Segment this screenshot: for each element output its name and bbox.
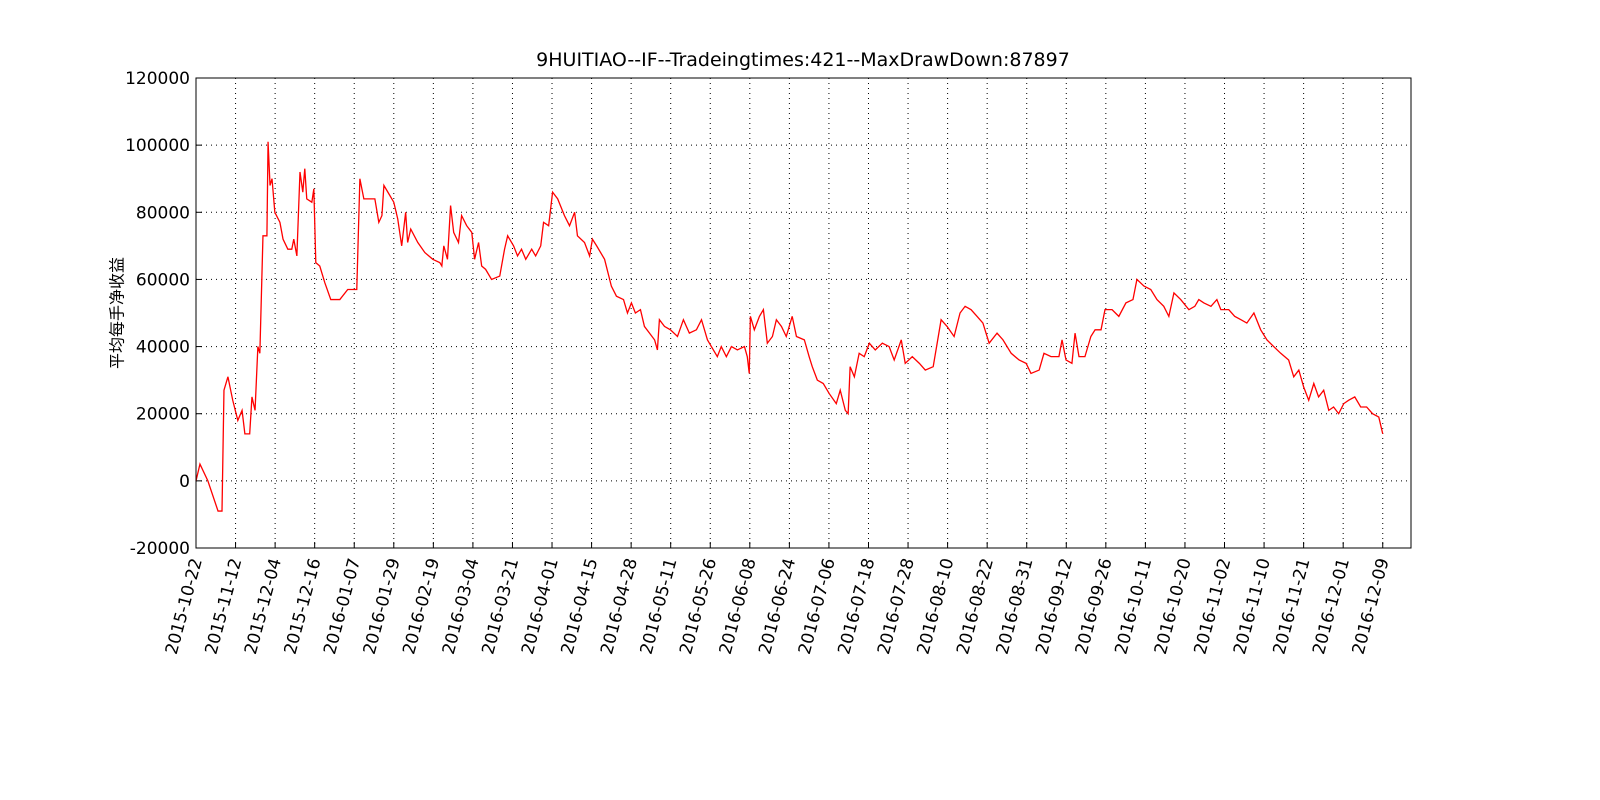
y-tick-label: -20000 [130, 539, 190, 559]
x-tick-label: 2016-06-24 [755, 556, 800, 657]
x-tick-label: 2016-07-18 [834, 556, 879, 657]
data-line [195, 141, 1384, 512]
x-tick-label: 2015-12-16 [281, 556, 326, 657]
x-tick-label: 2015-11-12 [201, 556, 246, 657]
y-tick-label: 0 [179, 472, 190, 492]
x-tick-label: 2015-12-04 [241, 556, 286, 657]
y-tick-label: 80000 [136, 203, 190, 223]
x-tick-label: 2016-10-20 [1151, 556, 1196, 657]
x-tick-label: 2016-06-08 [716, 556, 761, 657]
x-tick-label: 2016-10-11 [1111, 556, 1156, 657]
x-tick-label: 2016-04-15 [558, 556, 603, 657]
x-tick-label: 2016-09-12 [1032, 556, 1077, 657]
x-tick-label: 2016-08-31 [993, 556, 1038, 657]
x-tick-label: 2016-07-28 [874, 556, 919, 657]
x-tick-label: 2016-12-09 [1349, 556, 1394, 657]
y-axis-label: 平均每手净收益 [108, 257, 127, 369]
x-tick-label: 2016-07-06 [795, 556, 840, 657]
x-tick-label: 2016-12-01 [1309, 556, 1354, 657]
x-tick-label: 2015-10-22 [162, 556, 207, 657]
y-tick-label: 120000 [125, 69, 190, 89]
x-tick-label: 2016-03-21 [478, 556, 523, 657]
x-tick-label: 2016-05-26 [676, 556, 721, 657]
x-tick-label: 2016-11-02 [1190, 556, 1235, 657]
x-tick-label: 2016-01-07 [320, 556, 365, 657]
x-tick-label: 2016-11-10 [1230, 556, 1275, 657]
x-tick-label: 2016-04-01 [518, 556, 563, 657]
x-tick-label: 2016-08-22 [953, 556, 998, 657]
x-tick-label: 2016-05-11 [637, 556, 682, 657]
x-tick-label: 2016-02-19 [399, 556, 444, 657]
x-tick-label: 2016-09-26 [1072, 556, 1117, 657]
plot-frame [195, 77, 1412, 549]
x-tick-label: 2016-01-29 [360, 556, 405, 657]
x-tick-label: 2016-04-28 [597, 556, 642, 657]
x-tick-label: 2016-03-04 [439, 556, 484, 657]
x-tick-label: 2016-11-21 [1270, 556, 1315, 657]
y-tick-label: 60000 [136, 270, 190, 290]
x-tick-label: 2016-08-10 [914, 556, 959, 657]
y-tick-label: 100000 [125, 136, 190, 156]
chart-title: 9HUITIAO--IF--Tradeingtimes:421--MaxDraw… [536, 49, 1070, 71]
y-tick-label: 40000 [136, 338, 190, 358]
y-tick-label: 20000 [136, 405, 190, 425]
